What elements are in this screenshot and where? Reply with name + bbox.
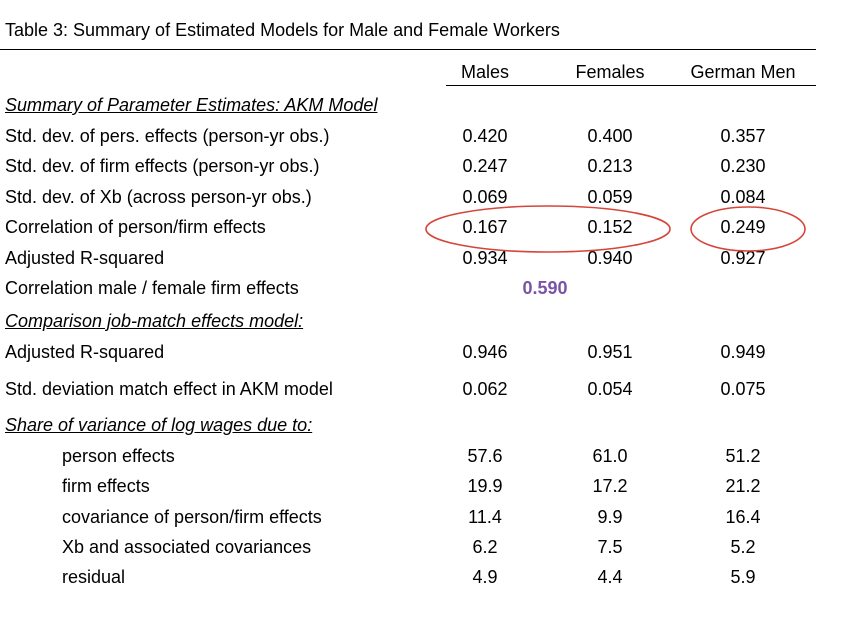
highlighted-value: 0.590 xyxy=(522,278,568,298)
cell-males: 0.946 xyxy=(462,342,508,362)
cell-females: 4.4 xyxy=(597,567,623,587)
section-heading: Share of variance of log wages due to: xyxy=(5,415,313,435)
section-header-row: Share of variance of log wages due to: xyxy=(0,415,849,441)
cell-males: 0.420 xyxy=(462,126,508,146)
table-row: firm effects 19.9 17.2 21.2 xyxy=(0,476,849,502)
cell-german-men: 0.249 xyxy=(720,217,766,237)
row-label: firm effects xyxy=(62,476,150,496)
row-label: covariance of person/firm effects xyxy=(62,507,322,527)
cell-males: 4.9 xyxy=(472,567,498,587)
row-label: Std. dev. of pers. effects (person-yr ob… xyxy=(5,126,330,146)
cell-females: 0.059 xyxy=(587,187,633,207)
table-row: covariance of person/firm effects 11.4 9.9… xyxy=(0,507,849,533)
row-label: person effects xyxy=(62,446,175,466)
table-row: Adjusted R-squared 0.946 0.951 0.949 xyxy=(0,342,849,368)
cell-females: 17.2 xyxy=(592,476,628,496)
section-heading: Summary of Parameter Estimates: AKM Mode… xyxy=(5,95,378,115)
row-label: Correlation male / female firm effects xyxy=(5,278,299,298)
cell-females: 9.9 xyxy=(597,507,623,527)
table-row: residual 4.9 4.4 5.9 xyxy=(0,567,849,593)
cell-males: 0.934 xyxy=(462,248,508,268)
table-row: person effects 57.6 61.0 51.2 xyxy=(0,446,849,472)
cell-females: 0.951 xyxy=(587,342,633,362)
row-label: Std. dev. of firm effects (person-yr obs… xyxy=(5,156,320,176)
row-label: Xb and associated covariances xyxy=(62,537,312,557)
table-row: Std. deviation match effect in AKM model… xyxy=(0,379,849,405)
cell-females: 0.152 xyxy=(587,217,633,237)
top-rule xyxy=(0,49,816,50)
table-row: Std. dev. of pers. effects (person-yr ob… xyxy=(0,126,849,152)
table-row: Adjusted R-squared 0.934 0.940 0.927 xyxy=(0,248,849,274)
section-header-row: Summary of Parameter Estimates: AKM Mode… xyxy=(0,95,849,121)
table-row: Std. dev. of Xb (across person-yr obs.) 0… xyxy=(0,187,849,213)
column-header-males: Males xyxy=(460,62,510,82)
cell-males: 0.247 xyxy=(462,156,508,176)
cell-females: 0.940 xyxy=(587,248,633,268)
table-row: Correlation male / female firm effects 0.… xyxy=(0,278,849,304)
section-header-row: Comparison job-match effects model: xyxy=(0,311,849,337)
cell-females: 7.5 xyxy=(597,537,623,557)
table-row: Correlation of person/firm effects 0.167 0… xyxy=(0,217,849,243)
column-header-german-men: German Men xyxy=(690,62,796,82)
cell-german-men: 16.4 xyxy=(725,507,761,527)
cell-german-men: 51.2 xyxy=(725,446,761,466)
cell-males: 0.062 xyxy=(462,379,508,399)
cell-males: 0.069 xyxy=(462,187,508,207)
row-label: residual xyxy=(62,567,126,587)
row-label: Adjusted R-squared xyxy=(5,342,165,362)
cell-females: 61.0 xyxy=(592,446,628,466)
table-row: Std. dev. of firm effects (person-yr obs… xyxy=(0,156,849,182)
row-label: Std. deviation match effect in AKM model xyxy=(5,379,333,399)
cell-german-men: 21.2 xyxy=(725,476,761,496)
cell-german-men: 0.084 xyxy=(720,187,766,207)
row-label: Correlation of person/firm effects xyxy=(5,217,266,237)
cell-males: 57.6 xyxy=(467,446,503,466)
table-row: Xb and associated covariances 6.2 7.5 5.2 xyxy=(0,537,849,563)
cell-german-men: 5.2 xyxy=(730,537,756,557)
cell-german-men: 0.927 xyxy=(720,248,766,268)
cell-german-men: 5.9 xyxy=(730,567,756,587)
cell-males: 6.2 xyxy=(472,537,498,557)
row-label: Adjusted R-squared xyxy=(5,248,165,268)
cell-females: 0.054 xyxy=(587,379,633,399)
header-rule xyxy=(446,85,816,86)
cell-females: 0.400 xyxy=(587,126,633,146)
cell-german-men: 0.075 xyxy=(720,379,766,399)
column-header-females: Females xyxy=(575,62,645,82)
cell-males: 11.4 xyxy=(468,507,502,527)
row-label: Std. dev. of Xb (across person-yr obs.) xyxy=(5,187,312,207)
cell-german-men: 0.949 xyxy=(720,342,766,362)
cell-males: 19.9 xyxy=(467,476,503,496)
table-title: Table 3: Summary of Estimated Models for… xyxy=(5,20,560,40)
cell-german-men: 0.230 xyxy=(720,156,766,176)
cell-females: 0.213 xyxy=(587,156,633,176)
section-heading: Comparison job-match effects model: xyxy=(5,311,304,331)
cell-males: 0.167 xyxy=(462,217,508,237)
cell-german-men: 0.357 xyxy=(720,126,766,146)
